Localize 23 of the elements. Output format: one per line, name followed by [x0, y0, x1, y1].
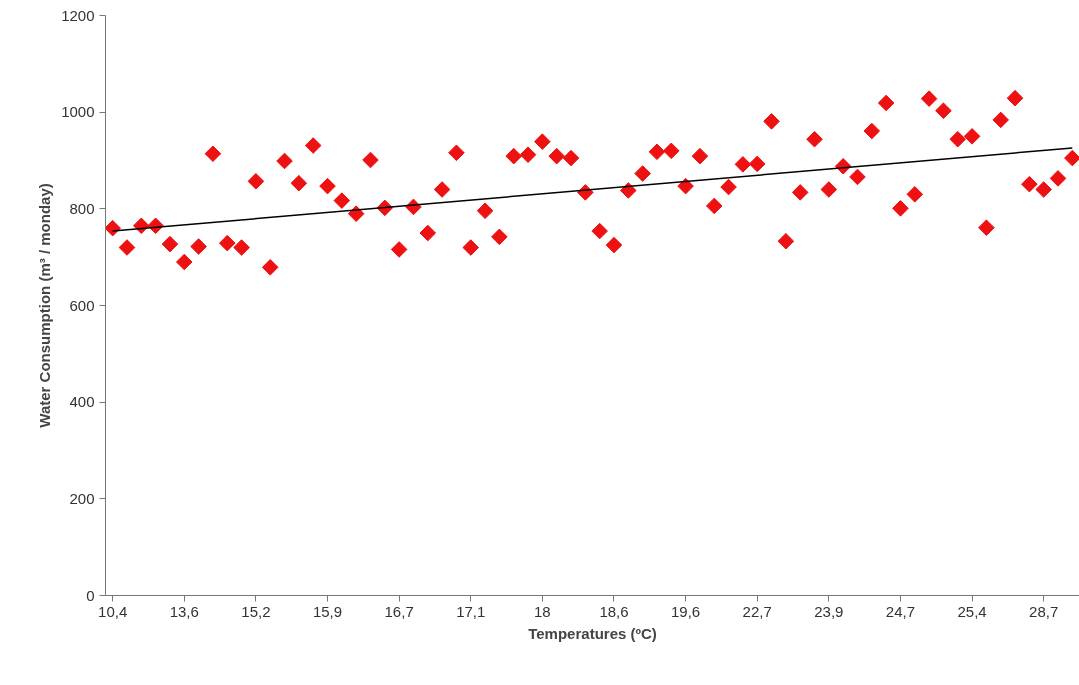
y-tick-label: 800: [69, 199, 95, 217]
x-tick-label: 18,6: [599, 602, 629, 620]
y-tick-label: 600: [69, 296, 95, 314]
y-tick-label: 1000: [61, 103, 95, 121]
x-tick-label: 25,4: [957, 602, 987, 620]
x-tick-label: 10,4: [98, 602, 128, 620]
x-tick-label: 17,1: [456, 602, 486, 620]
y-tick-label: 0: [86, 586, 95, 604]
x-tick-label: 24,7: [885, 602, 916, 620]
x-axis-title: Temperatures (ºC): [528, 624, 657, 642]
y-tick-label: 200: [69, 489, 95, 507]
x-tick-label: 28,7: [1029, 602, 1059, 620]
x-tick-label: 19,6: [671, 602, 701, 620]
x-tick-label: 22,7: [742, 602, 772, 620]
y-axis-title: Water Consumption (m³ / monday): [36, 183, 54, 428]
x-tick-label: 13,6: [169, 602, 199, 620]
y-tick-label: 1200: [61, 6, 95, 24]
x-tick-label: 23,9: [814, 602, 844, 620]
y-tick-label: 400: [69, 393, 95, 411]
x-tick-label: 15,2: [241, 602, 271, 620]
x-tick-label: 16,7: [384, 602, 414, 620]
x-tick-label: 18: [534, 602, 551, 620]
x-tick-label: 15,9: [312, 602, 343, 620]
